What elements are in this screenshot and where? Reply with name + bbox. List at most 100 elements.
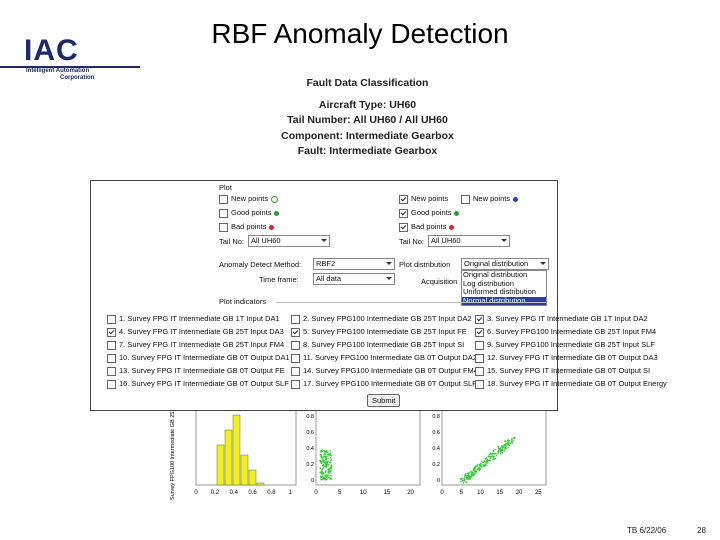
scatter-point <box>484 458 487 460</box>
dropdown[interactable]: All UH60 <box>428 235 510 247</box>
checkbox-option[interactable]: 13. Survey FPG IT Intermediate GB 0T Out… <box>107 366 285 376</box>
checkbox[interactable] <box>107 340 116 350</box>
axes <box>441 409 547 486</box>
checkbox[interactable] <box>107 327 116 337</box>
scatter-point <box>322 466 325 469</box>
scatter-point <box>483 465 486 467</box>
scatter-point <box>324 464 326 467</box>
checkbox[interactable] <box>219 194 228 204</box>
checkbox-option[interactable]: 14. Survey FPG100 Intermediate GB 0T Out… <box>291 366 478 376</box>
x-tick-label: 15 <box>384 490 391 496</box>
checkbox[interactable] <box>399 194 408 204</box>
scatter-point <box>326 478 328 480</box>
scatter-point <box>502 445 505 447</box>
checkbox[interactable] <box>291 340 300 350</box>
checkbox[interactable] <box>107 353 116 363</box>
checkbox-option[interactable]: Good points <box>219 208 280 218</box>
checkbox[interactable] <box>291 314 300 324</box>
checkbox[interactable] <box>291 366 300 376</box>
checkbox-option[interactable]: 1. Survey FPG IT Intermediate GB 1T Inpu… <box>107 314 280 324</box>
dropdown[interactable]: All data <box>313 273 395 285</box>
scatter-point <box>468 476 470 478</box>
x-tick-label: 15 <box>496 490 503 496</box>
checkbox-option[interactable]: 7. Survey FPG IT Intermediate GB 25T Inp… <box>107 340 284 350</box>
dropdown[interactable]: Original distribution <box>461 258 549 270</box>
list-option[interactable]: Original distribution <box>463 270 528 279</box>
checkbox-option[interactable]: 17. Survey FPG100 Intermediate GB 0T Out… <box>291 379 477 389</box>
scatter-point <box>463 476 466 478</box>
checkbox-option[interactable]: 9. Survey FPG100 Intermediate GB 25T Inp… <box>475 340 655 350</box>
checkbox[interactable] <box>219 208 228 218</box>
scatter-point <box>493 458 496 460</box>
checkbox[interactable] <box>219 222 228 232</box>
checkbox-option[interactable]: 6. Survey FPG100 Intermediate GB 25T Inp… <box>475 327 656 337</box>
scatter-point <box>321 474 324 476</box>
checkbox[interactable] <box>399 208 408 218</box>
scatter-point <box>323 461 325 464</box>
lines: Aircraft Type: UH60 Tail Number: All UH60… <box>230 98 505 160</box>
checkbox-option[interactable]: Good points <box>399 208 460 218</box>
scatter-point <box>476 468 479 471</box>
info-line: Component: Intermediate Gearbox <box>281 129 454 142</box>
checkbox[interactable] <box>475 314 484 324</box>
scatter-point <box>329 450 332 452</box>
checkbox[interactable] <box>291 353 300 363</box>
scatter-point <box>326 451 329 454</box>
checkbox-option[interactable]: Bad points <box>219 222 275 232</box>
checkbox-option[interactable]: New points <box>219 194 279 204</box>
scatter-point <box>327 454 329 456</box>
checkbox[interactable] <box>107 379 116 389</box>
scatter-point <box>497 445 500 448</box>
checkbox[interactable] <box>399 222 408 232</box>
scatter-point <box>484 463 487 466</box>
checkbox-option[interactable]: 3. Survey FPG IT Intermediate GB 1T Inpu… <box>475 314 648 324</box>
checkbox[interactable] <box>475 379 484 389</box>
scatter-point <box>488 453 491 456</box>
checkbox-option[interactable]: 2. Survey FPG100 Intermediate GB 25T Inp… <box>291 314 472 324</box>
dropdown[interactable]: All UH60 <box>248 235 330 247</box>
checkbox-option[interactable]: 15. Survey FPG IT Intermediate GB 0T Out… <box>475 366 650 376</box>
scatter-point <box>507 446 509 449</box>
submit-button[interactable]: Submit <box>367 394 401 407</box>
checkbox[interactable] <box>475 340 484 350</box>
checkbox-option[interactable]: New points <box>461 194 519 204</box>
checkbox[interactable] <box>107 366 116 376</box>
checkbox[interactable] <box>461 194 470 204</box>
checkbox-option[interactable]: 12. Survey FPG IT Intermediate GB 0T Out… <box>475 353 658 363</box>
scatter-point <box>324 458 327 461</box>
checkbox[interactable] <box>107 314 116 324</box>
checkbox-option[interactable]: Bad points <box>399 222 455 232</box>
y-tick-label: 0.6 <box>432 430 440 436</box>
checkbox-option[interactable]: 10. Survey FPG IT Intermediate GB 0T Out… <box>107 353 290 363</box>
scatter-point <box>319 459 322 462</box>
checkbox[interactable] <box>291 379 300 389</box>
scatter-point <box>325 474 328 476</box>
checkbox-option[interactable]: New points <box>399 194 448 204</box>
checkbox[interactable] <box>475 327 484 337</box>
scatter-point <box>495 454 498 457</box>
checkbox-option[interactable]: 16. Survey FPG IT Intermediate GB 0T Out… <box>107 379 289 389</box>
list-option[interactable]: Log distribution <box>463 278 514 288</box>
checkbox-option[interactable]: 5. Survey FPG100 Intermediate GB 25T Inp… <box>291 327 467 337</box>
scatter-point <box>460 480 462 483</box>
checkbox-option[interactable]: 4. Survey FPG IT Intermediate GB 25T Inp… <box>107 327 284 337</box>
list-option[interactable]: Normal distribution <box>462 296 546 305</box>
scatter-point <box>482 465 485 468</box>
scatter-point <box>482 461 485 464</box>
option-label: 16. Survey FPG IT Intermediate GB 0T Out… <box>119 379 289 388</box>
checkbox-option[interactable]: 8. Survey FPG100 Intermediate GB 25T Inp… <box>291 340 464 350</box>
checkbox-option[interactable]: 18. Survey FPG IT Intermediate GB 0T Out… <box>475 379 667 389</box>
checkbox-option[interactable]: 11. Survey FPG100 Intermediate GB 0T Out… <box>291 353 477 363</box>
scatter-point <box>512 439 514 442</box>
dropdown[interactable]: RBF2 <box>313 258 395 270</box>
checkbox[interactable] <box>475 366 484 376</box>
scatter-point <box>503 448 506 450</box>
checkbox[interactable] <box>291 327 300 337</box>
scatter-point <box>325 465 328 467</box>
list-option[interactable]: Uniformed distribution <box>463 287 536 296</box>
checkbox[interactable] <box>475 353 484 363</box>
scatter-point <box>324 460 327 463</box>
scatter-point <box>511 437 513 440</box>
scatter-point <box>325 476 328 478</box>
